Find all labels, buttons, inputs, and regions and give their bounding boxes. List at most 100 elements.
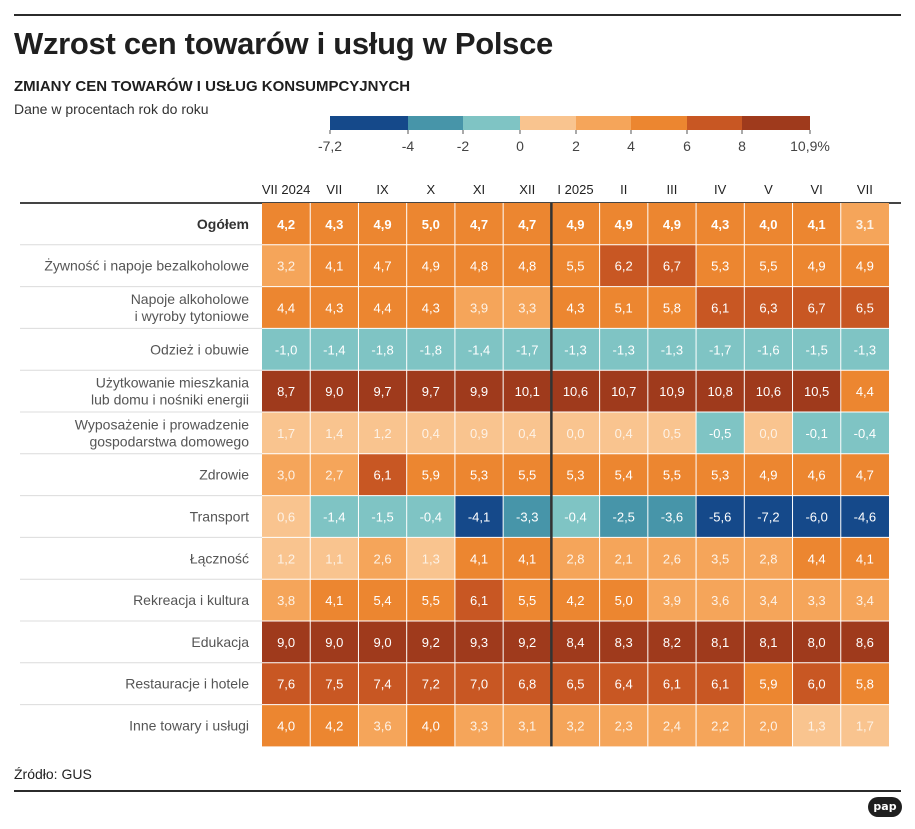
heatmap-cell — [792, 453, 841, 496]
cell-value-label: 7,4 — [374, 677, 392, 692]
cell-value-label: 9,7 — [374, 384, 392, 399]
cell-value-label: -4,1 — [468, 510, 490, 525]
heatmap-chart: VII 2024 VII IX X XI XII I 2025 II III IV V VI VII4,… — [20, 182, 901, 747]
heatmap-cell — [454, 537, 504, 580]
heatmap-cell — [406, 203, 455, 245]
heatmap-cell — [599, 286, 648, 329]
heatmap-cell — [647, 412, 697, 454]
heatmap-cell — [551, 537, 600, 580]
cell-value-label: 9,0 — [277, 635, 295, 650]
heatmap-cell — [310, 662, 359, 705]
heatmap-cell — [744, 579, 793, 621]
column-label-1: VII — [326, 182, 342, 197]
cell-value-label: 2,8 — [759, 551, 777, 566]
heatmap-cell — [647, 495, 697, 538]
heatmap-cell — [599, 704, 648, 747]
heatmap-cell — [406, 453, 455, 496]
heatmap-cell — [310, 537, 359, 580]
heatmap-cell — [262, 328, 311, 371]
cell-value-label: 4,4 — [856, 384, 874, 399]
cell-value-label: 4,1 — [325, 593, 343, 608]
cell-value-label: -1,7 — [709, 342, 731, 357]
heatmap-cell — [792, 412, 841, 454]
cell-value-label: -1,3 — [564, 342, 586, 357]
heatmap-cell — [358, 244, 407, 287]
cell-value-label: 6,1 — [663, 677, 681, 692]
heatmap-cell — [503, 495, 552, 538]
cell-value-label: 9,0 — [325, 384, 343, 399]
cell-value-label: 3,9 — [470, 301, 488, 316]
heatmap-cell — [310, 704, 359, 747]
heatmap-cell — [503, 662, 552, 705]
cell-value-label: 10,9 — [659, 384, 684, 399]
heatmap-cell — [696, 495, 745, 538]
heatmap-cell — [503, 203, 552, 245]
cell-value-label: 3,3 — [470, 719, 488, 734]
cell-value-label: 9,0 — [374, 635, 392, 650]
heatmap-cell — [358, 662, 407, 705]
heatmap-cell — [599, 328, 648, 371]
heatmap-cell — [310, 286, 359, 329]
cell-value-label: 9,3 — [470, 635, 488, 650]
cell-value-label: -1,0 — [275, 342, 297, 357]
cell-value-label: -1,3 — [613, 342, 635, 357]
heatmap-cell — [503, 621, 552, 663]
cell-value-label: 5,5 — [663, 468, 681, 483]
row-label-3-line-0: Odzież i obuwie — [150, 341, 249, 357]
cell-value-label: 4,9 — [374, 217, 392, 232]
cell-value-label: -5,6 — [709, 510, 731, 525]
cell-value-label: 7,0 — [470, 677, 488, 692]
heatmap-cell — [840, 621, 889, 663]
cell-value-label: 0,4 — [615, 426, 633, 441]
heatmap-cell — [696, 244, 745, 287]
cell-value-label: 3,2 — [277, 259, 295, 274]
cell-value-label: 1,4 — [325, 426, 343, 441]
cell-value-label: 5,0 — [422, 217, 440, 232]
heatmap-cell — [262, 621, 311, 663]
cell-value-label: 4,9 — [856, 259, 874, 274]
heatmap-cell — [792, 203, 841, 245]
cell-value-label: 6,0 — [808, 677, 826, 692]
cell-value-label: 4,3 — [325, 301, 343, 316]
scale-tick-label-5: 4 — [627, 138, 635, 154]
heatmap-cell — [262, 704, 311, 747]
heatmap-cell — [503, 370, 552, 412]
heatmap-cell — [310, 621, 359, 663]
heatmap-cell — [454, 704, 504, 747]
cell-value-label: 6,1 — [470, 593, 488, 608]
cell-value-label: 5,5 — [518, 593, 536, 608]
cell-value-label: 3,3 — [808, 593, 826, 608]
column-label-10: V — [764, 182, 773, 197]
cell-value-label: 3,8 — [277, 593, 295, 608]
heatmap-cell — [647, 286, 697, 329]
cell-value-label: 5,8 — [856, 677, 874, 692]
cell-value-label: 5,0 — [615, 593, 633, 608]
units-note: Dane w procentach rok do roku — [14, 101, 209, 117]
cell-value-label: 3,0 — [277, 468, 295, 483]
cell-value-label: -1,8 — [371, 342, 393, 357]
cell-value-label: 1,1 — [325, 551, 343, 566]
cell-value-label: 6,1 — [711, 677, 729, 692]
cell-value-label: 10,6 — [563, 384, 588, 399]
cell-value-label: 6,4 — [615, 677, 633, 692]
heatmap-cell — [358, 286, 407, 329]
heatmap-cell — [454, 328, 504, 371]
heatmap-cell — [551, 662, 600, 705]
column-label-0: VII 2024 — [262, 182, 310, 197]
cell-value-label: 4,9 — [615, 217, 633, 232]
heatmap-cell — [454, 412, 504, 454]
heatmap-cell — [744, 704, 793, 747]
heatmap-cell — [696, 370, 745, 412]
cell-value-label: 3,4 — [856, 593, 874, 608]
heatmap-cell — [792, 286, 841, 329]
cell-value-label: -4,6 — [854, 510, 876, 525]
cell-value-label: 0,4 — [422, 426, 440, 441]
cell-value-label: 4,7 — [470, 217, 488, 232]
cell-value-label: 4,3 — [422, 301, 440, 316]
heatmap-cell — [358, 203, 407, 245]
cell-value-label: 2,3 — [615, 719, 633, 734]
heatmap-cell — [696, 621, 745, 663]
cell-value-label: -1,4 — [323, 342, 345, 357]
row-label-9-line-0: Rekreacja i kultura — [133, 592, 249, 608]
cell-value-label: 6,8 — [518, 677, 536, 692]
